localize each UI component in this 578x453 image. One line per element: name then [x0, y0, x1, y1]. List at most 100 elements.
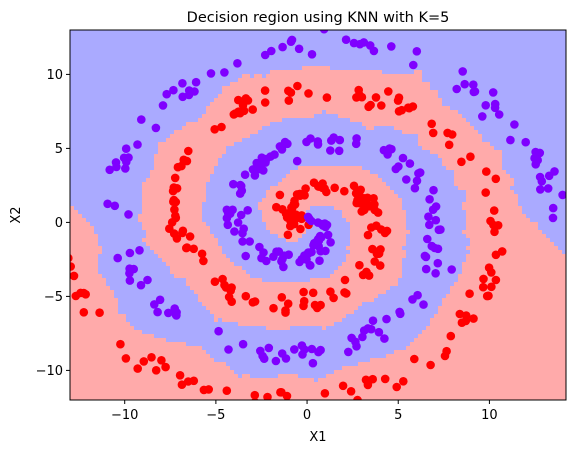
region-cell [150, 114, 155, 119]
region-cell [106, 134, 111, 139]
region-cell [430, 154, 435, 159]
region-cell [450, 54, 455, 59]
region-cell [502, 186, 507, 191]
region-cell [170, 78, 175, 83]
region-cell [458, 34, 463, 39]
region-cell [562, 138, 566, 143]
region-cell [382, 82, 387, 87]
region-cell [106, 66, 111, 71]
region-cell [154, 150, 159, 155]
region-cell [318, 42, 323, 47]
region-cell [374, 90, 379, 95]
region-cell [370, 38, 375, 43]
region-cell [90, 58, 95, 63]
region-cell [514, 102, 519, 107]
region-cell [478, 90, 483, 95]
region-cell [126, 118, 131, 123]
region-cell [214, 122, 219, 127]
region-cell [282, 118, 287, 123]
region-cell [318, 98, 323, 103]
region-cell [294, 78, 299, 83]
region-cell [182, 134, 187, 139]
region-cell [518, 118, 523, 123]
region-cell [542, 90, 547, 95]
region-cell [410, 74, 415, 79]
region-cell [190, 66, 195, 71]
region-cell [362, 138, 367, 143]
region-cell [522, 90, 527, 95]
region-cell [210, 154, 215, 159]
region-cell [538, 58, 543, 63]
region-cell [306, 146, 311, 151]
region-cell [226, 154, 231, 159]
region-cell [294, 166, 299, 171]
region-cell [126, 78, 131, 83]
region-cell [142, 170, 147, 175]
region-cell [282, 114, 287, 119]
region-cell [170, 114, 175, 119]
region-cell [222, 162, 227, 167]
region-cell [158, 54, 163, 59]
region-cell [194, 174, 199, 179]
region-cell [478, 166, 483, 171]
region-cell [438, 122, 443, 127]
region-cell [142, 106, 147, 111]
region-cell [86, 74, 91, 79]
region-cell [354, 50, 359, 55]
region-cell [562, 90, 566, 95]
region-cell [490, 142, 495, 147]
region-cell [194, 150, 199, 155]
region-cell [450, 102, 455, 107]
region-cell [406, 38, 411, 43]
region-cell [486, 146, 491, 151]
region-cell [94, 106, 99, 111]
region-cell [78, 150, 83, 155]
region-cell [90, 94, 95, 99]
region-cell [358, 74, 363, 79]
region-cell [342, 146, 347, 151]
region-cell [126, 82, 131, 87]
region-cell [530, 38, 535, 43]
region-cell [98, 162, 103, 167]
region-cell [374, 126, 379, 131]
region-cell [470, 186, 475, 191]
region-cell [282, 38, 287, 43]
region-cell [458, 90, 463, 95]
region-cell [450, 98, 455, 103]
region-cell [226, 110, 231, 115]
region-cell [526, 122, 531, 127]
region-cell [130, 134, 135, 139]
region-cell [366, 62, 371, 67]
region-cell [186, 134, 191, 139]
region-cell [478, 54, 483, 59]
region-cell [266, 82, 271, 87]
region-cell [178, 66, 183, 71]
region-cell [530, 50, 535, 55]
region-cell [478, 130, 483, 135]
region-cell [526, 166, 531, 171]
region-cell [314, 154, 319, 159]
region-cell [502, 90, 507, 95]
region-cell [506, 106, 511, 111]
region-cell [422, 114, 427, 119]
region-cell [226, 106, 231, 111]
region-cell [482, 90, 487, 95]
region-cell [334, 178, 339, 183]
region-cell [498, 102, 503, 107]
region-cell [422, 126, 427, 131]
region-cell [414, 154, 419, 159]
region-cell [514, 134, 519, 139]
region-cell [122, 74, 127, 79]
region-cell [258, 138, 263, 143]
region-cell [290, 126, 295, 131]
region-cell [138, 58, 143, 63]
region-cell [450, 42, 455, 47]
region-cell [82, 162, 87, 167]
region-cell [286, 122, 291, 127]
region-cell [454, 114, 459, 119]
region-cell [482, 186, 487, 191]
region-cell [346, 30, 351, 35]
region-cell [506, 66, 511, 71]
region-cell [450, 90, 455, 95]
region-cell [314, 90, 319, 95]
